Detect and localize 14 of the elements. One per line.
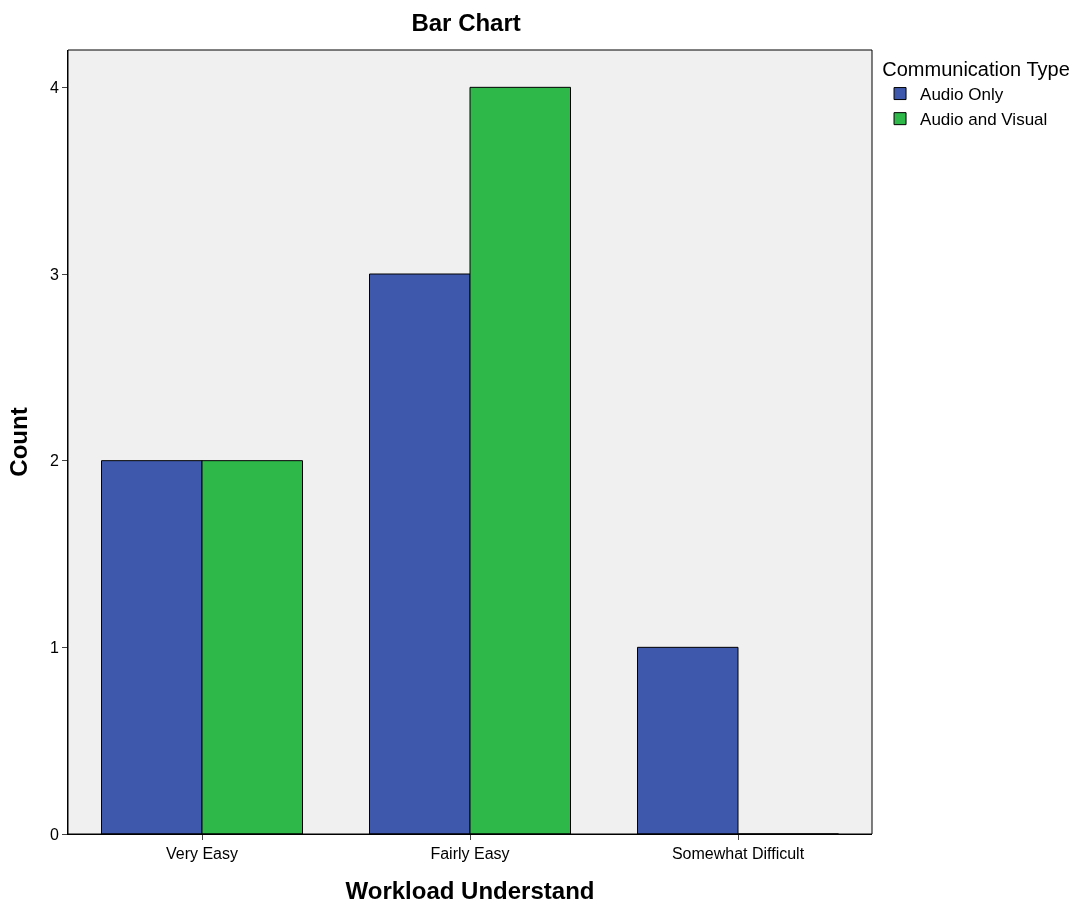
legend-label: Audio Only [920, 85, 1004, 105]
x-tick-label: Very Easy [165, 845, 239, 863]
y-tick-label: 1 [49, 638, 59, 656]
x-axis-title: Workload Understand [345, 876, 595, 904]
y-axis-title: Count [4, 407, 32, 477]
y-tick-label: 0 [49, 825, 59, 843]
x-tick-label: Somewhat Difficult [671, 845, 805, 863]
y-tick-label: 4 [49, 78, 59, 96]
x-tick-label: Fairly Easy [430, 845, 510, 863]
chart-title: Bar Chart [411, 8, 521, 36]
y-tick-label: 3 [49, 265, 59, 283]
y-tick-label: 2 [49, 452, 59, 470]
legend-title: Communication Type [882, 58, 1070, 80]
legend-label: Audio and Visual [920, 110, 1048, 130]
